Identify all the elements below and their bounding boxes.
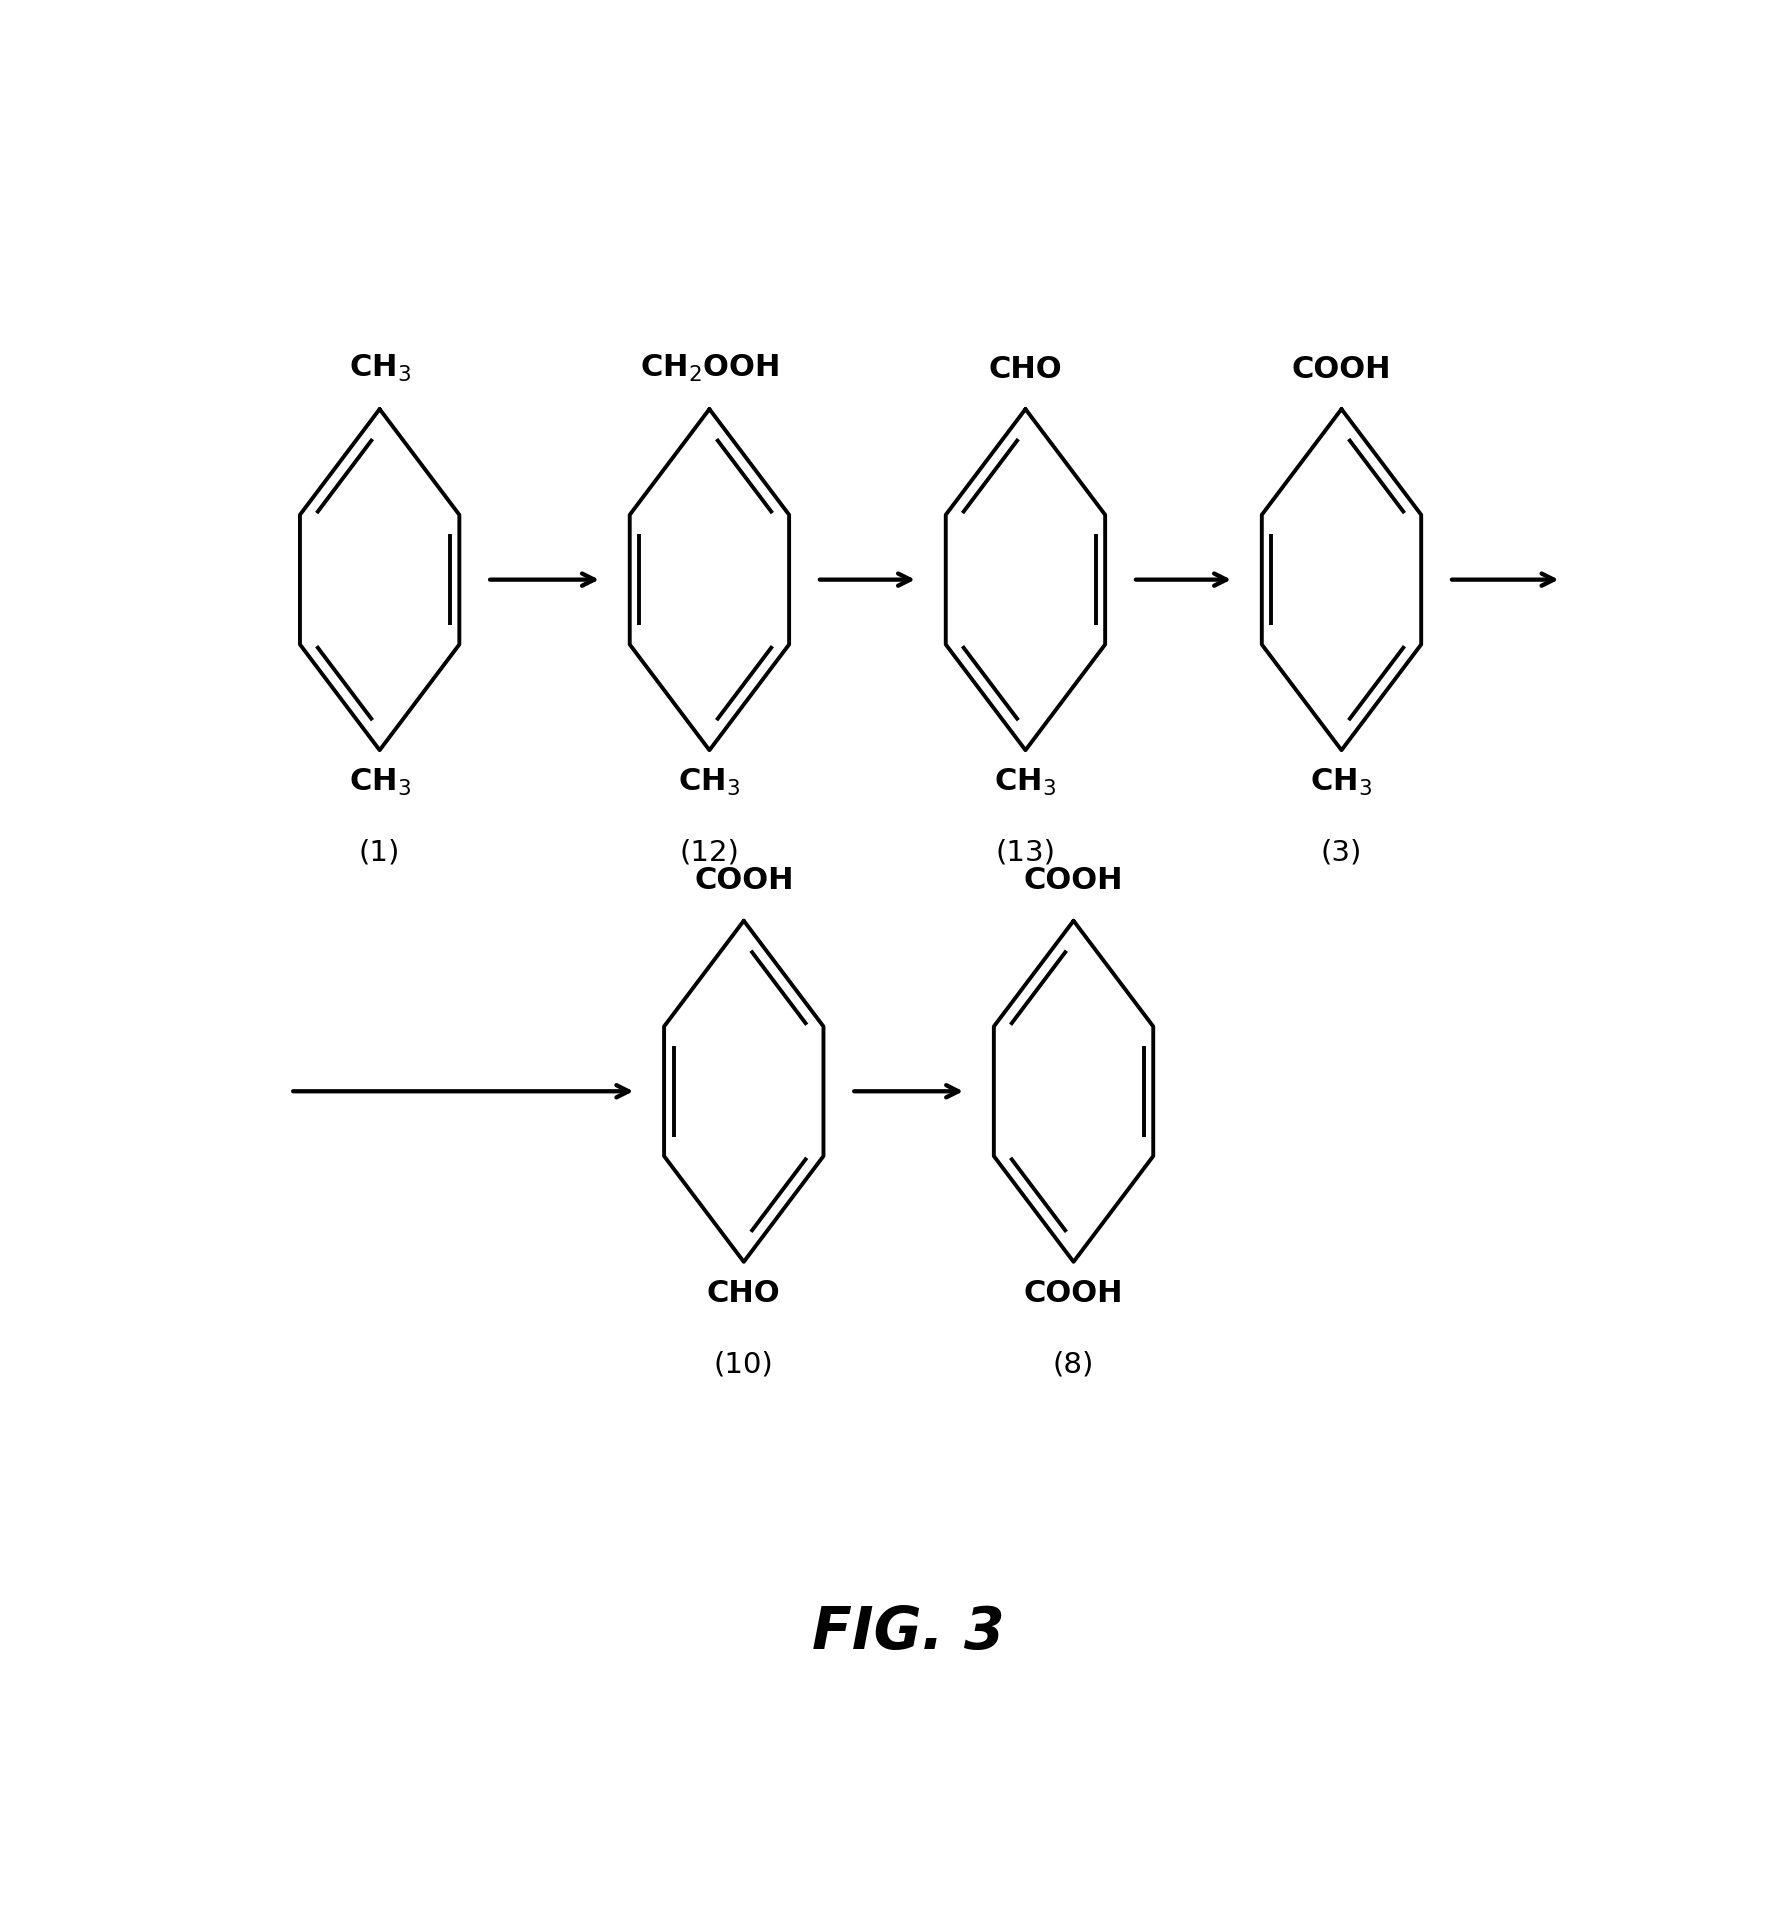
Text: COOH: COOH (1023, 1279, 1124, 1308)
Text: (13): (13) (995, 840, 1055, 867)
Text: CHO: CHO (707, 1279, 780, 1308)
Text: COOH: COOH (693, 867, 794, 896)
Text: (1): (1) (358, 840, 401, 867)
Text: (3): (3) (1321, 840, 1362, 867)
Text: CH$_3$: CH$_3$ (1310, 767, 1372, 799)
Text: COOH: COOH (1293, 354, 1392, 383)
Text: CH$_3$: CH$_3$ (349, 767, 411, 799)
Text: FIG. 3: FIG. 3 (812, 1604, 1005, 1660)
Text: CH$_3$: CH$_3$ (679, 767, 741, 799)
Text: (8): (8) (1053, 1350, 1094, 1379)
Text: COOH: COOH (1023, 867, 1124, 896)
Text: (10): (10) (715, 1350, 773, 1379)
Text: CH$_3$: CH$_3$ (995, 767, 1057, 799)
Text: CH$_2$OOH: CH$_2$OOH (640, 352, 778, 383)
Text: (12): (12) (679, 840, 739, 867)
Text: CHO: CHO (989, 354, 1062, 383)
Text: CH$_3$: CH$_3$ (349, 352, 411, 383)
